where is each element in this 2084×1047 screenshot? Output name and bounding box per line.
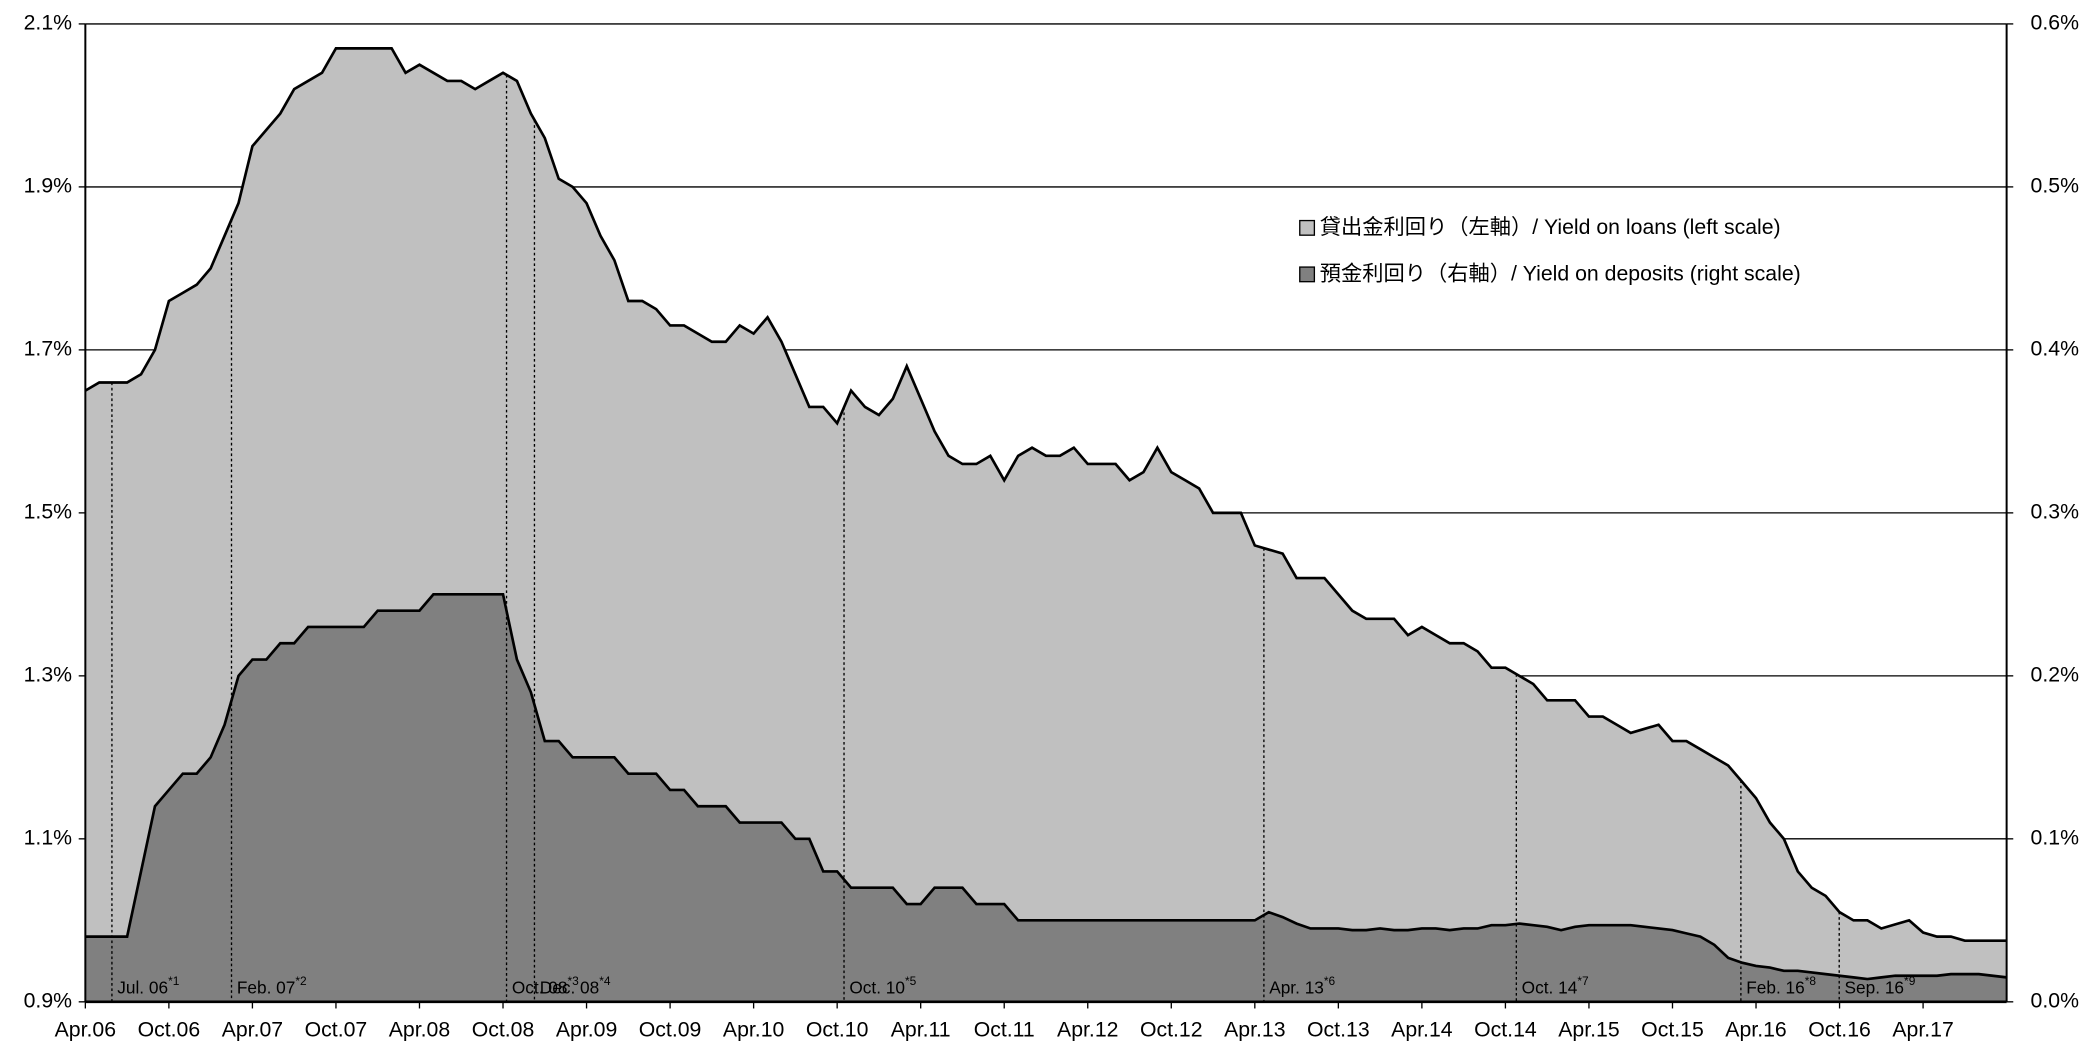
annotation-text: Apr. 13 — [1269, 977, 1324, 997]
x-tick-label: Apr.15 — [1558, 1018, 1619, 1042]
y2-tick-label: 0.0% — [2031, 988, 2080, 1012]
x-tick-label: Oct.09 — [639, 1018, 702, 1042]
y-tick-label: 1.3% — [24, 662, 73, 686]
x-tick-label: Oct.06 — [138, 1018, 201, 1042]
annotation-note: *7 — [1577, 974, 1589, 988]
annotation-text: Oct. 10 — [849, 977, 905, 997]
x-tick-label: Oct.15 — [1641, 1018, 1704, 1042]
legend-label: 貸出金利回り（左軸）/ Yield on loans (left scale) — [1320, 215, 1781, 239]
x-tick-label: Oct.14 — [1474, 1018, 1537, 1042]
legend-swatch — [1299, 266, 1316, 283]
x-tick-label: Apr.16 — [1725, 1018, 1786, 1042]
y2-tick-label: 0.5% — [2031, 174, 2080, 198]
annotation-text: Oct. 08 — [512, 977, 568, 997]
x-tick-label: Oct.16 — [1808, 1018, 1871, 1042]
x-tick-label: Apr.12 — [1057, 1018, 1118, 1042]
annotation-note: *5 — [905, 974, 917, 988]
annotation-text: Feb. 07 — [237, 977, 296, 997]
x-tick-label: Apr.17 — [1892, 1018, 1953, 1042]
y2-tick-label: 0.4% — [2031, 336, 2080, 360]
y-tick-label: 0.9% — [24, 988, 73, 1012]
y-tick-label: 2.1% — [24, 11, 73, 35]
y2-tick-label: 0.3% — [2031, 499, 2080, 523]
annotation: Oct. 14*7 — [1522, 974, 1589, 997]
annotation-note: *8 — [1805, 974, 1817, 988]
annotation-text: Dec. 08 — [540, 977, 600, 997]
y-tick-label: 1.7% — [24, 336, 73, 360]
annotation: Apr. 13*6 — [1269, 974, 1335, 997]
x-tick-label: Oct.07 — [305, 1018, 368, 1042]
legend-swatch — [1299, 219, 1316, 236]
annotation-text: Jul. 06 — [117, 977, 168, 997]
annotation-note: *6 — [1324, 974, 1336, 988]
y-tick-label: 1.9% — [24, 174, 73, 198]
x-tick-label: Apr.08 — [389, 1018, 450, 1042]
x-tick-label: Oct.08 — [472, 1018, 535, 1042]
x-tick-label: Oct.12 — [1140, 1018, 1203, 1042]
y2-tick-label: 0.1% — [2031, 825, 2080, 849]
annotation-note: *2 — [295, 974, 307, 988]
x-tick-label: Apr.06 — [55, 1018, 116, 1042]
y-tick-label: 1.1% — [24, 825, 73, 849]
line — [84, 47, 2007, 943]
annotation: Feb. 07*2 — [237, 974, 307, 997]
line — [85, 593, 2007, 981]
annotation: Jul. 06*1 — [117, 974, 180, 997]
annotation-note: *3 — [568, 974, 580, 988]
area — [85, 594, 2007, 1002]
annotation-note: *1 — [168, 974, 180, 988]
x-tick-label: Apr.14 — [1391, 1018, 1453, 1042]
annotation-note: *4 — [599, 974, 611, 988]
x-tick-label: Apr.07 — [222, 1018, 283, 1042]
annotation: Feb. 16*8 — [1746, 974, 1816, 997]
annotation: Sep. 16*9 — [1845, 974, 1916, 997]
y2-tick-label: 0.2% — [2031, 662, 2080, 686]
x-tick-label: Oct.13 — [1307, 1018, 1370, 1042]
annotation: Oct. 08*3 — [512, 974, 579, 997]
x-tick-label: Apr.10 — [723, 1018, 784, 1042]
y-tick-label: 1.5% — [24, 499, 73, 523]
x-tick-label: Oct.10 — [806, 1018, 869, 1042]
y2-tick-label: 0.6% — [2031, 11, 2080, 35]
x-tick-label: Apr.11 — [891, 1018, 951, 1042]
annotation: Oct. 10*5 — [849, 974, 916, 997]
annotation-text: Feb. 16 — [1746, 977, 1805, 997]
legend-label: 預金利回り（右軸）/ Yield on deposits (right scal… — [1320, 262, 1801, 286]
annotation: Dec. 08*4 — [540, 974, 611, 997]
annotation-text: Oct. 14 — [1522, 977, 1578, 997]
x-tick-label: Apr.09 — [556, 1018, 617, 1042]
x-tick-label: Oct.11 — [974, 1018, 1035, 1042]
x-tick-label: Apr.13 — [1224, 1018, 1285, 1042]
annotation-text: Sep. 16 — [1845, 977, 1905, 997]
annotation-note: *9 — [1904, 974, 1916, 988]
